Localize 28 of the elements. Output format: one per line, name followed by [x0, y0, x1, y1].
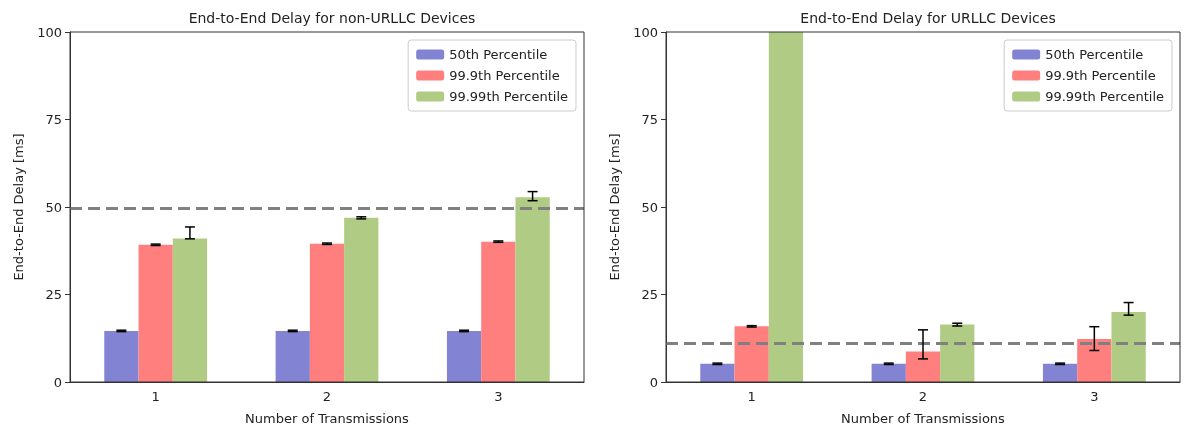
x-tick-label: 2	[322, 389, 332, 404]
y-tick-label: 0	[649, 374, 658, 390]
chart-title: End-to-End Delay for URLLC Devices	[800, 10, 1056, 26]
x-tick-label: 1	[747, 389, 756, 404]
legend-label: 99.9th Percentile	[1045, 68, 1156, 83]
y-axis-title: End-to-End Delay [ms]	[11, 133, 26, 281]
y-tick-label: 25	[45, 287, 62, 302]
y-tick-label: 100	[633, 24, 658, 40]
chart-title: End-to-End Delay for non-URLLC Devices	[188, 10, 476, 26]
x-axis-title: Number of Transmissions	[245, 411, 410, 426]
y-tick-label: 25	[641, 287, 658, 302]
y-tick-label: 100	[37, 24, 62, 40]
legend-label: 99.99th Percentile	[449, 89, 569, 104]
y-tick-label: 0	[53, 374, 62, 390]
y-tick-label: 50	[641, 199, 658, 215]
y-tick-label: 75	[641, 112, 658, 127]
y-tick-label: 50	[45, 199, 62, 215]
legend-label: 50th Percentile	[449, 47, 548, 62]
legend-label: 99.9th Percentile	[449, 68, 560, 83]
x-tick-label: 3	[494, 389, 503, 404]
x-tick-label: 1	[151, 389, 160, 404]
legend-label: 50th Percentile	[1045, 47, 1144, 62]
x-tick-label: 3	[1090, 389, 1099, 404]
y-tick-label: 75	[45, 112, 62, 127]
x-axis-title: Number of Transmissions	[841, 411, 1006, 426]
x-tick-label: 2	[918, 389, 928, 404]
y-axis-title: End-to-End Delay [ms]	[607, 133, 622, 281]
legend-label: 99.99th Percentile	[1045, 89, 1165, 104]
